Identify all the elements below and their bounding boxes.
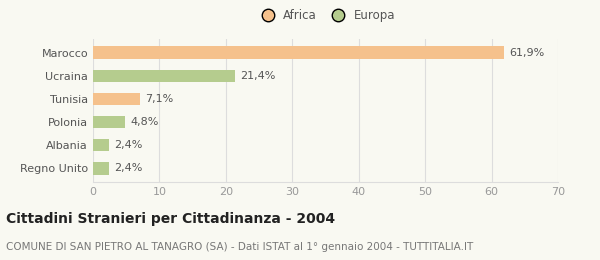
Bar (93, 139, 109, 151)
Text: COMUNE DI SAN PIETRO AL TANAGRO (SA) - Dati ISTAT al 1° gennaio 2004 - TUTTITALI: COMUNE DI SAN PIETRO AL TANAGRO (SA) - D… (6, 242, 473, 252)
Bar (93, 47, 504, 59)
Bar (93, 70, 235, 82)
Text: 4,8%: 4,8% (130, 117, 158, 127)
Legend: Africa, Europa: Africa, Europa (256, 9, 395, 22)
Bar (93, 116, 125, 128)
Text: 2,4%: 2,4% (114, 140, 143, 150)
Bar (93, 93, 140, 105)
Text: 2,4%: 2,4% (114, 163, 143, 173)
Text: 21,4%: 21,4% (241, 71, 276, 81)
Text: Cittadini Stranieri per Cittadinanza - 2004: Cittadini Stranieri per Cittadinanza - 2… (6, 212, 335, 226)
Text: 7,1%: 7,1% (145, 94, 174, 104)
Bar (93, 162, 109, 174)
Text: 61,9%: 61,9% (509, 48, 545, 58)
